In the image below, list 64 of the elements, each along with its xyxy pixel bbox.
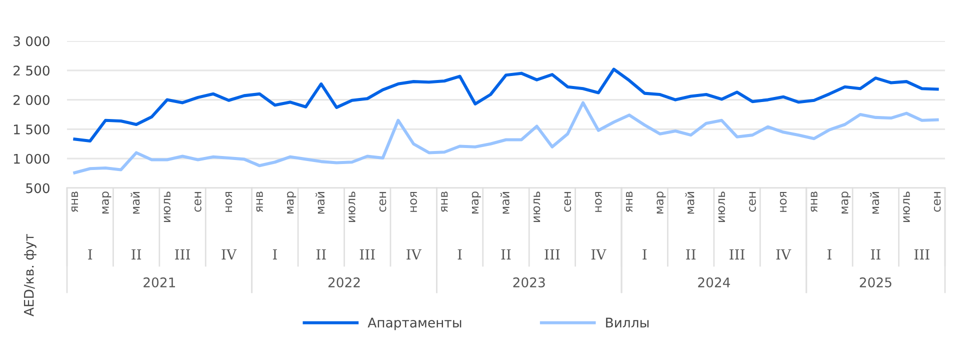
- x-tick-label: сен: [194, 192, 202, 212]
- x-tick-label: июль: [533, 192, 540, 222]
- x-tick-label: май: [685, 192, 694, 214]
- text: 2024: [698, 277, 730, 288]
- y-tick-label: 1 000: [14, 154, 50, 164]
- text: II: [501, 249, 511, 260]
- x-tick-label: мар: [472, 192, 481, 214]
- y-tick-label: 2 500: [14, 66, 50, 76]
- text: III: [175, 249, 190, 260]
- y-tick-label: 3 000: [14, 36, 50, 46]
- line-series: [73, 68, 939, 142]
- text: I: [827, 249, 832, 260]
- x-tick-label: янв: [72, 192, 78, 212]
- x-tick-label: май: [870, 192, 880, 214]
- y-tick-label: 1 500: [14, 124, 50, 134]
- x-tick-label: ноя: [780, 192, 787, 212]
- text: I: [458, 249, 462, 260]
- x-tick-label: июль: [718, 192, 726, 222]
- x-tick-label: мар: [286, 192, 296, 214]
- legend-label: Апартаменты: [368, 318, 462, 330]
- text: 2021: [144, 277, 175, 288]
- y-axis-title: AED/кв. фут: [24, 234, 36, 316]
- x-tick-label: сен: [749, 192, 756, 212]
- x-tick-label: мар: [102, 192, 112, 214]
- x-tick-label: янв: [810, 192, 818, 212]
- x-tick-label: янв: [441, 192, 448, 212]
- text: 2022: [328, 277, 360, 288]
- x-tick-label: мар: [656, 192, 666, 214]
- text: 2025: [860, 277, 892, 288]
- text: IV: [222, 249, 237, 260]
- text: III: [914, 249, 930, 260]
- x-tick-label: июль: [164, 192, 171, 222]
- line-series: [73, 101, 939, 174]
- text: 2023: [513, 277, 545, 288]
- x-tick-label: янв: [256, 192, 263, 212]
- x-tick-label: июль: [348, 192, 356, 222]
- text: III: [730, 249, 745, 260]
- text: II: [686, 249, 696, 260]
- text: II: [132, 249, 142, 260]
- text: IV: [406, 249, 422, 260]
- x-tick-label: мар: [842, 192, 851, 214]
- text: I: [88, 249, 92, 260]
- text: III: [544, 249, 560, 260]
- x-tick-label: май: [500, 192, 510, 214]
- text: III: [360, 249, 375, 260]
- x-tick-label: май: [130, 192, 140, 214]
- text: I: [642, 249, 647, 260]
- x-tick-label: май: [316, 192, 325, 214]
- x-tick-label: ноя: [410, 192, 418, 212]
- text: II: [870, 249, 880, 260]
- x-tick-label: сен: [379, 192, 386, 212]
- x-tick-label: ноя: [225, 192, 232, 212]
- x-tick-label: июль: [903, 192, 910, 222]
- x-tick-label: янв: [626, 192, 632, 212]
- text: IV: [776, 249, 792, 260]
- x-tick-label: сен: [934, 192, 941, 212]
- y-tick-label: 2 000: [14, 95, 50, 105]
- text: II: [316, 249, 326, 260]
- y-tick-label: 500: [26, 183, 50, 194]
- text: I: [272, 249, 277, 260]
- legend-label: Виллы: [606, 318, 649, 328]
- x-tick-label: ноя: [595, 192, 602, 212]
- text: IV: [591, 249, 606, 260]
- x-tick-label: сен: [564, 192, 572, 212]
